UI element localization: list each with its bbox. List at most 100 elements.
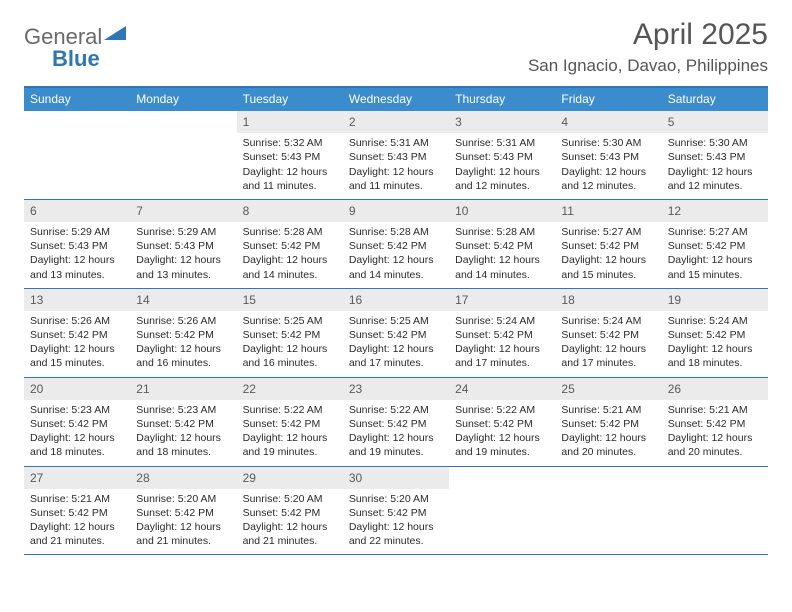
daylight-line: Daylight: 12 hours and 19 minutes.	[349, 431, 443, 459]
day-cell: 16Sunrise: 5:25 AMSunset: 5:42 PMDayligh…	[343, 289, 449, 377]
day-cell: 22Sunrise: 5:22 AMSunset: 5:42 PMDayligh…	[237, 378, 343, 466]
day-cell	[449, 467, 555, 555]
sunset-line: Sunset: 5:42 PM	[349, 328, 443, 342]
day-details: Sunrise: 5:23 AMSunset: 5:42 PMDaylight:…	[24, 403, 130, 460]
sunset-line: Sunset: 5:42 PM	[30, 506, 124, 520]
day-details: Sunrise: 5:21 AMSunset: 5:42 PMDaylight:…	[662, 403, 768, 460]
week-row: 13 Sunrise: 5:26 AMSunset: 5:42 PMDayligh…	[24, 289, 768, 378]
day-details: Sunrise: 5:24 AMSunset: 5:42 PMDaylight:…	[555, 314, 661, 371]
day-details: Sunrise: 5:21 AMSunset: 5:42 PMDaylight:…	[555, 403, 661, 460]
day-number: 10	[449, 200, 555, 222]
day-details: Sunrise: 5:24 AMSunset: 5:42 PMDaylight:…	[449, 314, 555, 371]
sunset-line: Sunset: 5:42 PM	[668, 417, 762, 431]
week-row: 27Sunrise: 5:21 AMSunset: 5:42 PMDayligh…	[24, 467, 768, 556]
day-number: 12	[662, 200, 768, 222]
day-cell: 4Sunrise: 5:30 AMSunset: 5:43 PMDaylight…	[555, 111, 661, 199]
daylight-line: Daylight: 12 hours and 19 minutes.	[455, 431, 549, 459]
daylight-line: Daylight: 12 hours and 11 minutes.	[349, 165, 443, 193]
day-number: 25	[555, 378, 661, 400]
daylight-line: Daylight: 12 hours and 14 minutes.	[349, 253, 443, 281]
day-cell	[555, 467, 661, 555]
sunset-line: Sunset: 5:42 PM	[455, 328, 549, 342]
weekday-header: Tuesday	[237, 88, 343, 111]
sunset-line: Sunset: 5:42 PM	[455, 417, 549, 431]
day-cell: 18 Sunrise: 5:24 AMSunset: 5:42 PMDayligh…	[555, 289, 661, 377]
day-cell	[24, 111, 130, 199]
day-details: Sunrise: 5:21 AMSunset: 5:42 PMDaylight:…	[24, 492, 130, 549]
daylight-line: Daylight: 12 hours and 11 minutes.	[243, 165, 337, 193]
day-details: Sunrise: 5:22 AMSunset: 5:42 PMDaylight:…	[449, 403, 555, 460]
day-details: Sunrise: 5:29 AMSunset: 5:43 PMDaylight:…	[130, 225, 236, 282]
day-details: Sunrise: 5:32 AMSunset: 5:43 PMDaylight:…	[237, 136, 343, 193]
day-cell: 23Sunrise: 5:22 AMSunset: 5:42 PMDayligh…	[343, 378, 449, 466]
sunrise-line: Sunrise: 5:22 AM	[455, 403, 549, 417]
daylight-line: Daylight: 12 hours and 21 minutes.	[243, 520, 337, 548]
day-number: 11	[555, 200, 661, 222]
daylight-line: Daylight: 12 hours and 18 minutes.	[668, 342, 762, 370]
day-details: Sunrise: 5:30 AMSunset: 5:43 PMDaylight:…	[555, 136, 661, 193]
daylight-line: Daylight: 12 hours and 18 minutes.	[30, 431, 124, 459]
day-details: Sunrise: 5:22 AMSunset: 5:42 PMDaylight:…	[343, 403, 449, 460]
sunrise-line: Sunrise: 5:27 AM	[561, 225, 655, 239]
day-details: Sunrise: 5:20 AMSunset: 5:42 PMDaylight:…	[130, 492, 236, 549]
sunrise-line: Sunrise: 5:28 AM	[243, 225, 337, 239]
day-cell	[130, 111, 236, 199]
sunset-line: Sunset: 5:42 PM	[30, 417, 124, 431]
logo-word-blue: Blue	[52, 46, 100, 72]
day-number: 15	[237, 289, 343, 311]
day-cell: 8Sunrise: 5:28 AMSunset: 5:42 PMDaylight…	[237, 200, 343, 288]
sunset-line: Sunset: 5:42 PM	[136, 328, 230, 342]
day-cell: 3 Sunrise: 5:31 AMSunset: 5:43 PMDaylight…	[449, 111, 555, 199]
day-cell: 10 Sunrise: 5:28 AMSunset: 5:42 PMDayligh…	[449, 200, 555, 288]
day-number	[449, 467, 555, 489]
sunset-line: Sunset: 5:43 PM	[243, 150, 337, 164]
day-cell: 26 Sunrise: 5:21 AMSunset: 5:42 PMDayligh…	[662, 378, 768, 466]
sunrise-line: Sunrise: 5:28 AM	[349, 225, 443, 239]
day-cell: 25 Sunrise: 5:21 AMSunset: 5:42 PMDayligh…	[555, 378, 661, 466]
day-number: 26	[662, 378, 768, 400]
day-number: 18	[555, 289, 661, 311]
day-cell: 17Sunrise: 5:24 AMSunset: 5:42 PMDayligh…	[449, 289, 555, 377]
sunset-line: Sunset: 5:42 PM	[243, 328, 337, 342]
daylight-line: Daylight: 12 hours and 18 minutes.	[136, 431, 230, 459]
sunrise-line: Sunrise: 5:29 AM	[30, 225, 124, 239]
sunset-line: Sunset: 5:42 PM	[243, 239, 337, 253]
day-number: 5	[662, 111, 768, 133]
day-number: 8	[237, 200, 343, 222]
day-number: 20	[24, 378, 130, 400]
sunrise-line: Sunrise: 5:21 AM	[30, 492, 124, 506]
day-number: 30	[343, 467, 449, 489]
day-number: 28	[130, 467, 236, 489]
week-row: 20 Sunrise: 5:23 AMSunset: 5:42 PMDayligh…	[24, 378, 768, 467]
daylight-line: Daylight: 12 hours and 13 minutes.	[136, 253, 230, 281]
day-cell: 27Sunrise: 5:21 AMSunset: 5:42 PMDayligh…	[24, 467, 130, 555]
day-number: 24	[449, 378, 555, 400]
day-number: 13	[24, 289, 130, 311]
day-number: 3	[449, 111, 555, 133]
sunrise-line: Sunrise: 5:29 AM	[136, 225, 230, 239]
day-cell: 24 Sunrise: 5:22 AMSunset: 5:42 PMDayligh…	[449, 378, 555, 466]
sunset-line: Sunset: 5:42 PM	[561, 417, 655, 431]
day-details: Sunrise: 5:26 AMSunset: 5:42 PMDaylight:…	[24, 314, 130, 371]
day-number: 14	[130, 289, 236, 311]
month-title: April 2025	[528, 18, 768, 52]
day-cell: 14Sunrise: 5:26 AMSunset: 5:42 PMDayligh…	[130, 289, 236, 377]
week-row: 1Sunrise: 5:32 AMSunset: 5:43 PMDaylight…	[24, 111, 768, 200]
day-cell: 1Sunrise: 5:32 AMSunset: 5:43 PMDaylight…	[237, 111, 343, 199]
weekday-header: Monday	[130, 88, 236, 111]
daylight-line: Daylight: 12 hours and 12 minutes.	[455, 165, 549, 193]
location: San Ignacio, Davao, Philippines	[528, 56, 768, 76]
day-details: Sunrise: 5:31 AMSunset: 5:43 PMDaylight:…	[449, 136, 555, 193]
day-details: Sunrise: 5:28 AMSunset: 5:42 PMDaylight:…	[449, 225, 555, 282]
sunrise-line: Sunrise: 5:20 AM	[349, 492, 443, 506]
weekday-header: Friday	[555, 88, 661, 111]
daylight-line: Daylight: 12 hours and 13 minutes.	[30, 253, 124, 281]
daylight-line: Daylight: 12 hours and 12 minutes.	[561, 165, 655, 193]
day-cell: 19Sunrise: 5:24 AMSunset: 5:42 PMDayligh…	[662, 289, 768, 377]
sunset-line: Sunset: 5:42 PM	[561, 239, 655, 253]
day-cell: 28 Sunrise: 5:20 AMSunset: 5:42 PMDayligh…	[130, 467, 236, 555]
title-block: April 2025 San Ignacio, Davao, Philippin…	[528, 18, 768, 76]
sunset-line: Sunset: 5:42 PM	[349, 239, 443, 253]
sunrise-line: Sunrise: 5:31 AM	[455, 136, 549, 150]
day-cell: 5Sunrise: 5:30 AMSunset: 5:43 PMDaylight…	[662, 111, 768, 199]
